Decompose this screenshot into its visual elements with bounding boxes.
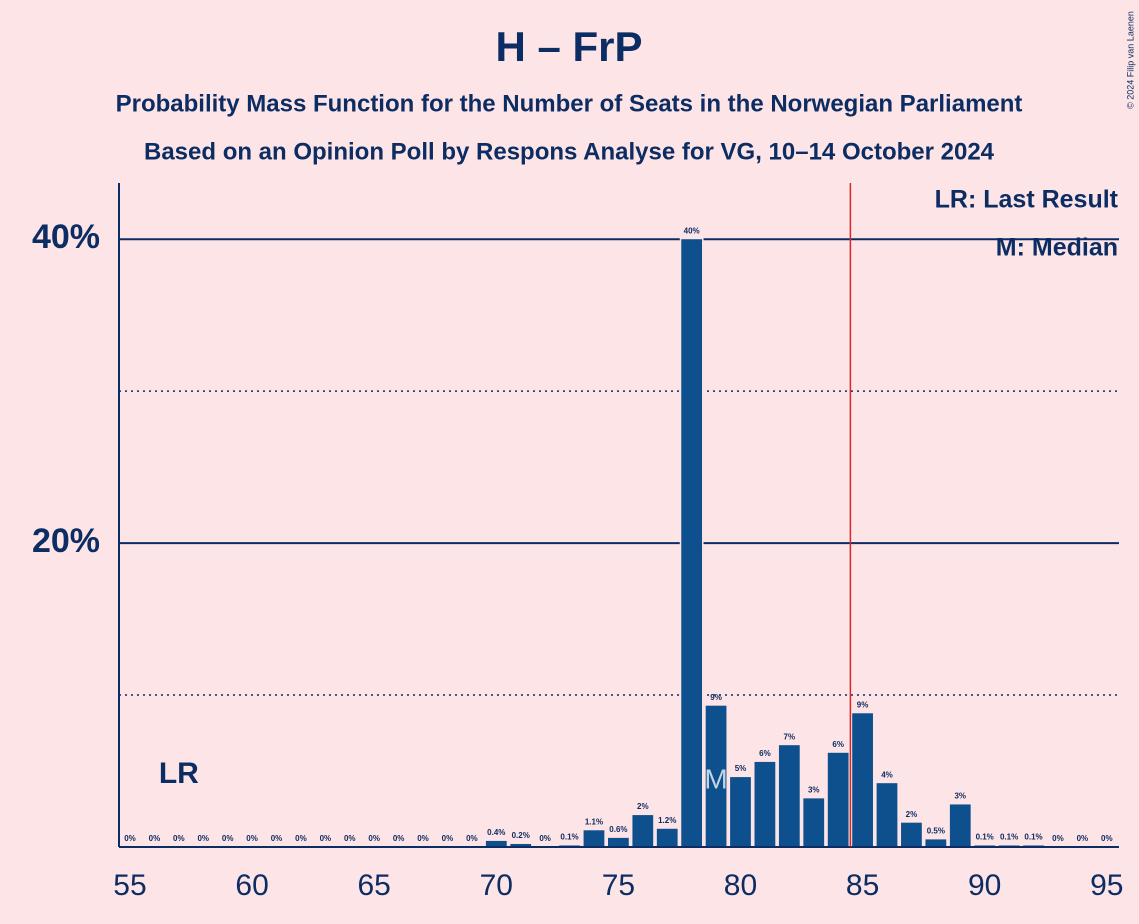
annotation: LR xyxy=(159,757,199,790)
value-label: 4% xyxy=(881,770,893,779)
value-label: 0% xyxy=(466,834,478,843)
value-label: 0% xyxy=(368,834,380,843)
bar xyxy=(826,751,851,849)
value-label: 2% xyxy=(637,802,649,811)
bar xyxy=(655,827,680,849)
value-label: 0.4% xyxy=(487,828,505,837)
value-label: 0.1% xyxy=(1024,833,1042,842)
value-label: 0% xyxy=(417,834,429,843)
value-label: 0% xyxy=(393,834,405,843)
value-label: 0% xyxy=(197,834,209,843)
chart-title: H – FrP xyxy=(495,23,642,70)
bar xyxy=(777,743,802,849)
x-tick-label: 55 xyxy=(113,869,146,902)
value-label: 7% xyxy=(784,732,796,741)
legend-entry: LR: Last Result xyxy=(935,186,1119,214)
x-tick-label: 90 xyxy=(968,869,1001,902)
x-tick-label: 60 xyxy=(235,869,268,902)
bar xyxy=(899,821,924,849)
bar xyxy=(582,828,606,849)
value-label: 0% xyxy=(271,834,283,843)
value-label: 0% xyxy=(1101,834,1113,843)
value-label: 0.1% xyxy=(560,833,578,842)
annotation: M xyxy=(704,763,727,794)
value-label: 0% xyxy=(442,834,454,843)
value-label: 0.5% xyxy=(927,827,945,836)
x-tick-label: 75 xyxy=(602,869,635,902)
x-tick-label: 85 xyxy=(846,869,879,902)
value-label: 3% xyxy=(954,792,966,801)
credit: © 2024 Filip van Laenen xyxy=(1125,11,1135,109)
value-label: 1.1% xyxy=(585,817,603,826)
bar xyxy=(753,760,777,849)
bar xyxy=(728,775,753,849)
value-label: 9% xyxy=(857,700,869,709)
value-label: 0% xyxy=(173,834,185,843)
value-label: 0% xyxy=(124,834,136,843)
y-tick-label: 40% xyxy=(32,218,100,256)
value-label: 0% xyxy=(1077,834,1089,843)
x-tick-label: 80 xyxy=(724,869,757,902)
bar xyxy=(630,813,655,849)
x-tick-label: 95 xyxy=(1090,869,1123,902)
value-label: 2% xyxy=(906,810,918,819)
value-label: 0% xyxy=(344,834,356,843)
value-label: 0% xyxy=(539,834,551,843)
value-label: 40% xyxy=(684,226,700,235)
value-label: 9% xyxy=(710,693,722,702)
bar xyxy=(923,837,948,849)
legend-entry: M: Median xyxy=(996,234,1118,262)
bar xyxy=(875,781,899,849)
value-label: 5% xyxy=(735,764,747,773)
bar xyxy=(679,237,704,849)
bar xyxy=(606,836,631,849)
value-label: 3% xyxy=(808,785,820,794)
value-label: 1.2% xyxy=(658,816,676,825)
value-label: 0.2% xyxy=(512,831,530,840)
value-label: 6% xyxy=(759,749,771,758)
value-label: 0.1% xyxy=(1000,833,1018,842)
value-label: 0% xyxy=(295,834,307,843)
value-label: 0.6% xyxy=(609,825,627,834)
value-label: 0% xyxy=(1052,834,1064,843)
y-tick-label: 20% xyxy=(32,522,100,560)
value-label: 0% xyxy=(246,834,258,843)
chart-subtitle: Based on an Opinion Poll by Respons Anal… xyxy=(144,138,995,165)
bar xyxy=(948,802,973,849)
value-label: 6% xyxy=(832,740,844,749)
x-tick-label: 65 xyxy=(358,869,391,902)
x-tick-label: 70 xyxy=(480,869,513,902)
value-label: 0% xyxy=(320,834,332,843)
value-label: 0.1% xyxy=(976,833,994,842)
chart-subtitle: Probability Mass Function for the Number… xyxy=(116,90,1023,117)
bar xyxy=(801,796,826,849)
bar xyxy=(850,711,875,849)
value-label: 0% xyxy=(149,834,161,843)
value-label: 0% xyxy=(222,834,234,843)
